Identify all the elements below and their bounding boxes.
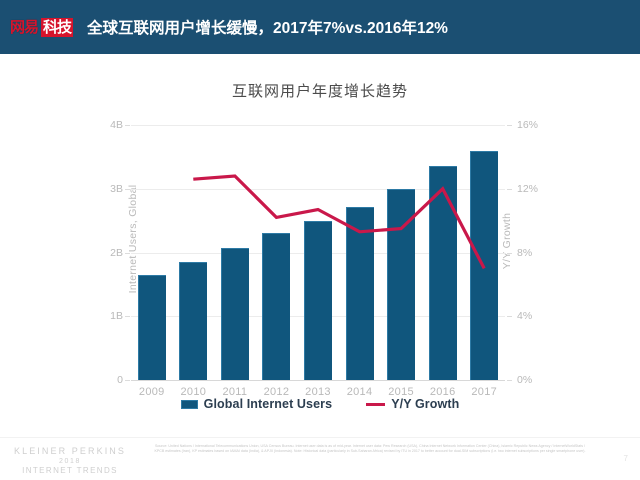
gridline [131, 380, 505, 381]
chart-title: 互联网用户年度增长趋势 [231, 83, 408, 100]
growth-line-series [193, 174, 486, 270]
x-tick-2010: 2010 [180, 386, 207, 398]
legend-line-swatch-icon [366, 402, 386, 406]
logo-primary-text: 网易 [10, 18, 39, 36]
brand-report: INTERNET TRENDS [22, 466, 118, 475]
gridline [131, 188, 505, 190]
bar-2014 [345, 206, 374, 380]
tick-mark [507, 252, 512, 254]
legend-bar-swatch-icon [180, 399, 198, 409]
x-tick-2016: 2016 [429, 386, 456, 398]
y-tick-left: 4B [110, 119, 123, 131]
legend-item-line: Y/Y Growth [366, 397, 459, 411]
y-tick-right: 12% [517, 182, 539, 195]
logo-secondary-badge: 科技 [41, 17, 74, 37]
tick-mark [507, 188, 512, 190]
x-tick-2012: 2012 [263, 386, 290, 398]
page-footer: KLEINER PERKINS 2018 INTERNET TRENDS Sou… [0, 437, 640, 480]
legend-item-bars: Global Internet Users [180, 397, 333, 411]
y-tick-right: 8% [517, 246, 533, 259]
netease-tech-logo: 网易 科技 [10, 17, 74, 37]
bar-2012 [262, 233, 291, 380]
tick-mark [125, 188, 130, 190]
brand-name: KLEINER PERKINS [13, 446, 127, 456]
y-tick-left: 3B [110, 182, 123, 195]
x-tick-2011: 2011 [222, 386, 248, 398]
header-title: 全球互联网用户增长缓慢，2017年7%vs.2016年12% [87, 20, 448, 37]
tick-mark [507, 125, 512, 126]
legend-bar-label: Global Internet Users [203, 397, 333, 411]
y-tick-left: 1B [110, 310, 123, 323]
tick-mark [507, 380, 512, 381]
bar-2009 [137, 274, 166, 380]
y-tick-right: 16% [517, 119, 539, 131]
x-tick-2014: 2014 [346, 386, 373, 398]
bar-2011 [220, 248, 249, 380]
chart-legend: Global Internet Users Y/Y Growth [0, 397, 640, 411]
page-number: 7 [623, 454, 628, 463]
y-tick-left: 2B [110, 246, 123, 259]
brand-year: 2018 [59, 458, 81, 465]
tick-mark [125, 252, 130, 254]
tick-mark [125, 380, 130, 381]
tick-mark [125, 316, 130, 318]
source-note: Source: United Nations / International T… [154, 444, 586, 454]
y-tick-left: 0 [117, 374, 123, 386]
kleiner-perkins-logo: KLEINER PERKINS 2018 INTERNET TRENDS [10, 446, 130, 476]
gridline [131, 125, 505, 126]
x-tick-2015: 2015 [388, 386, 414, 398]
bar-2016 [428, 166, 457, 380]
y-tick-right: 4% [517, 310, 533, 323]
tick-mark [507, 316, 512, 318]
y-tick-right: 0% [517, 374, 533, 386]
bar-2013 [304, 220, 332, 380]
x-tick-2017: 2017 [471, 386, 498, 398]
x-tick-2013: 2013 [305, 386, 331, 398]
legend-line-label: Y/Y Growth [391, 397, 460, 411]
slide-body: 互联网用户年度增长趋势 Internet Users, Global Y/Y G… [0, 54, 640, 437]
x-tick-2009: 2009 [138, 386, 165, 398]
page-header: 网易 科技 全球互联网用户增长缓慢，2017年7%vs.2016年12% [0, 0, 640, 54]
bar-2010 [179, 262, 208, 380]
tick-mark [125, 125, 130, 126]
chart-plot-area: Internet Users, Global Y/Y Growth 0 1B 2B 3… [110, 120, 538, 398]
